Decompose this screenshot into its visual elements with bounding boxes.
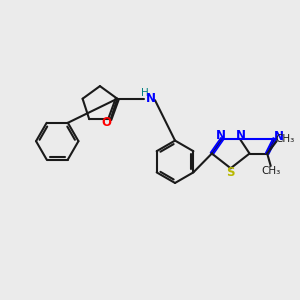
Text: N: N (274, 130, 284, 143)
Text: N: N (236, 129, 246, 142)
Text: CH₃: CH₃ (275, 134, 295, 144)
Text: N: N (216, 129, 226, 142)
Text: CH₃: CH₃ (261, 166, 280, 176)
Text: H: H (141, 88, 149, 98)
Text: N: N (146, 92, 156, 105)
Text: O: O (101, 116, 111, 129)
Text: S: S (226, 166, 235, 179)
